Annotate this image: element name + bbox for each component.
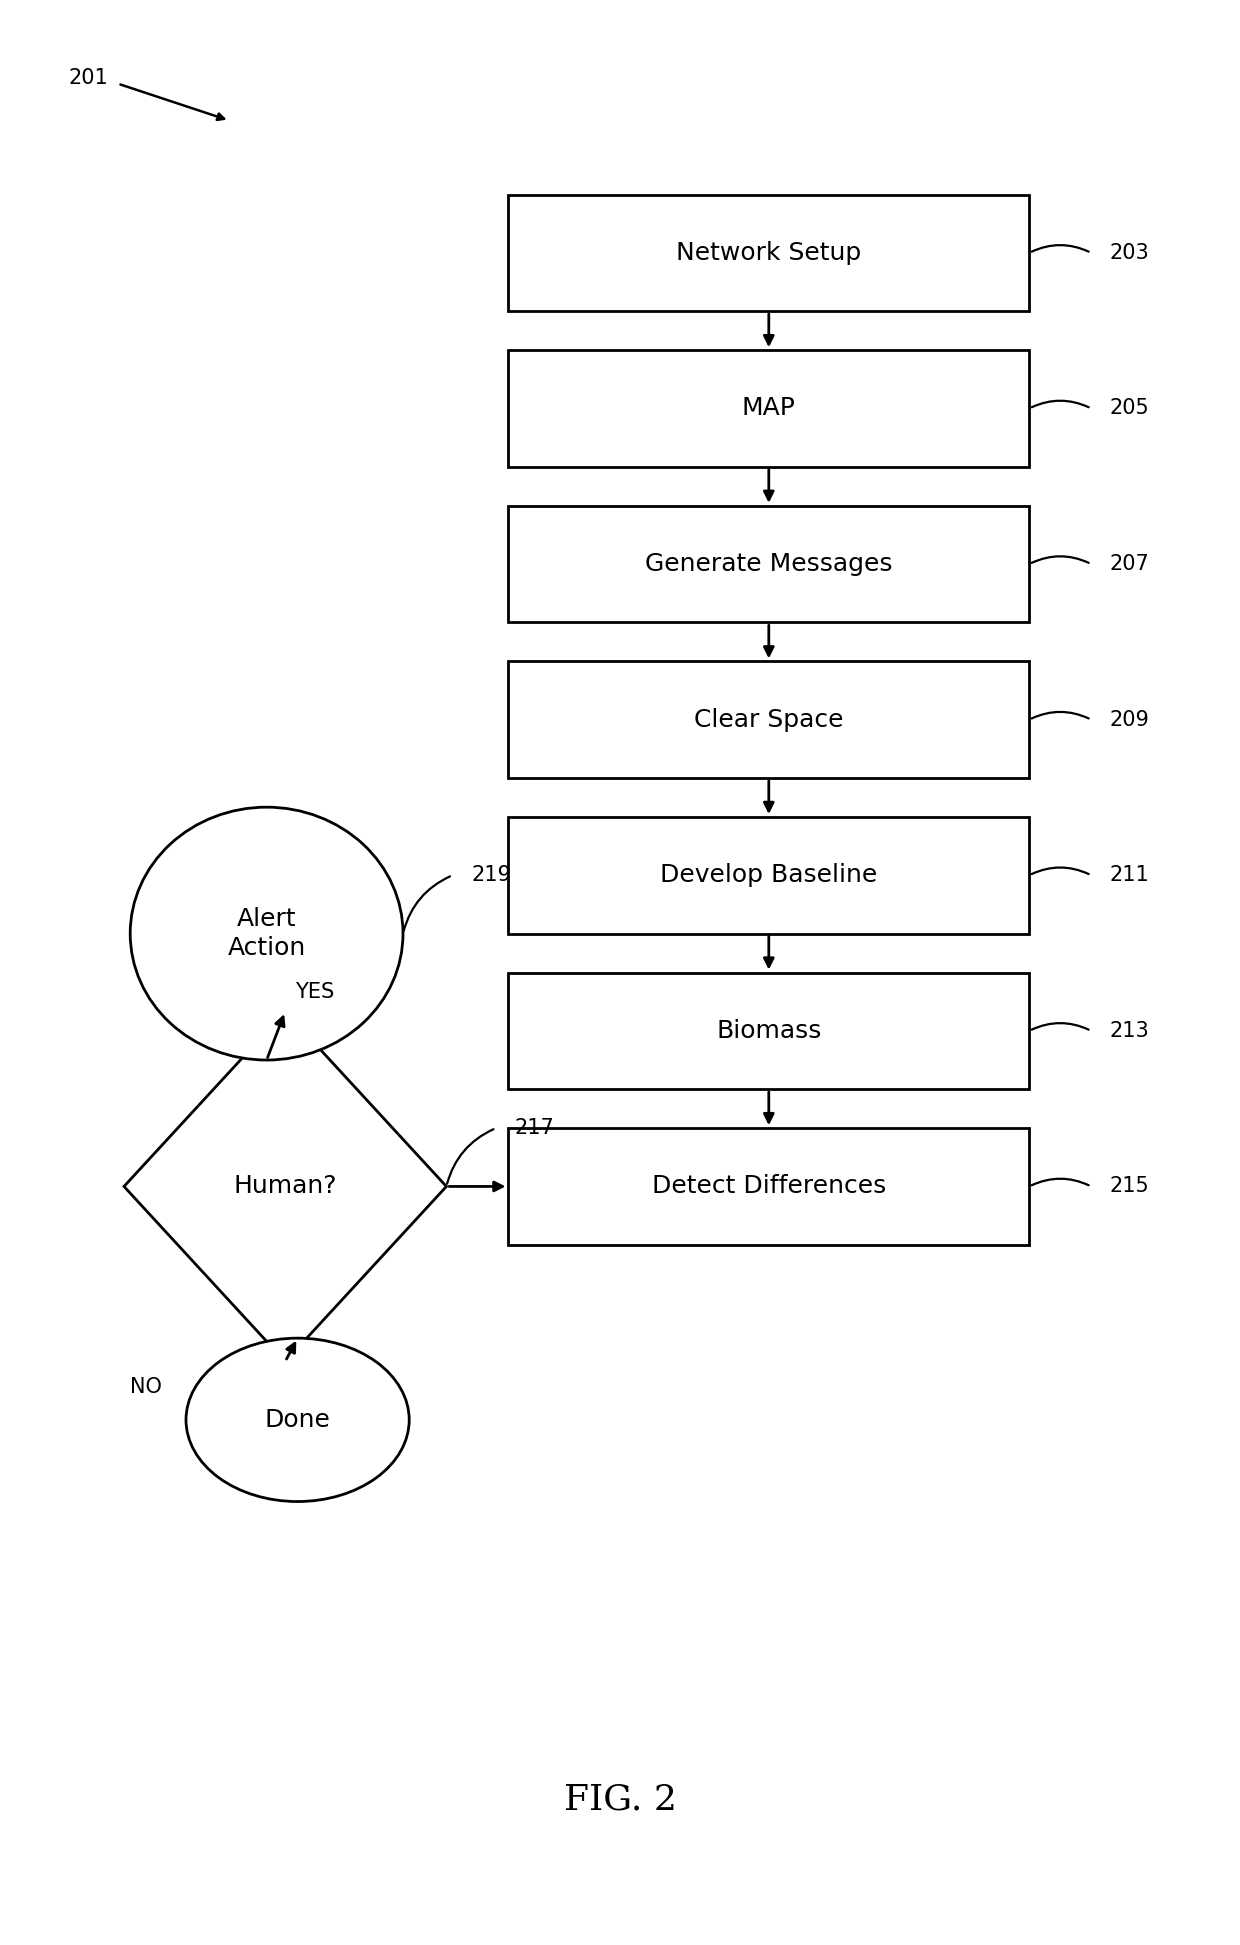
Text: 205: 205: [1110, 399, 1149, 418]
FancyArrowPatch shape: [1032, 556, 1089, 562]
FancyArrowPatch shape: [1032, 712, 1089, 718]
FancyArrowPatch shape: [1032, 1023, 1089, 1029]
Polygon shape: [124, 1011, 446, 1362]
FancyArrowPatch shape: [1032, 867, 1089, 873]
Text: 215: 215: [1110, 1177, 1149, 1196]
Text: Network Setup: Network Setup: [676, 241, 862, 265]
Text: NO: NO: [130, 1377, 162, 1397]
FancyArrowPatch shape: [1032, 401, 1089, 407]
FancyArrowPatch shape: [404, 877, 450, 932]
Text: Biomass: Biomass: [717, 1019, 821, 1043]
Text: 203: 203: [1110, 243, 1149, 263]
FancyArrowPatch shape: [1032, 1179, 1089, 1185]
Bar: [508, 972, 1029, 1089]
Text: Human?: Human?: [233, 1175, 337, 1198]
Text: 219: 219: [471, 866, 511, 885]
Text: Generate Messages: Generate Messages: [645, 552, 893, 576]
FancyArrowPatch shape: [1032, 245, 1089, 251]
Text: FIG. 2: FIG. 2: [563, 1782, 677, 1817]
Bar: [508, 506, 1029, 622]
Bar: [508, 1128, 1029, 1245]
Text: MAP: MAP: [742, 397, 796, 420]
Text: 209: 209: [1110, 710, 1149, 729]
Text: Done: Done: [264, 1408, 331, 1432]
Text: YES: YES: [295, 982, 335, 1002]
Bar: [508, 817, 1029, 934]
Text: Clear Space: Clear Space: [694, 708, 843, 731]
Bar: [508, 661, 1029, 778]
Text: 201: 201: [68, 68, 108, 88]
Text: Develop Baseline: Develop Baseline: [660, 864, 878, 887]
Ellipse shape: [186, 1338, 409, 1502]
Bar: [508, 194, 1029, 311]
Text: 207: 207: [1110, 554, 1149, 574]
Text: 217: 217: [515, 1118, 554, 1138]
Ellipse shape: [130, 807, 403, 1060]
Bar: [508, 350, 1029, 467]
Text: 213: 213: [1110, 1021, 1149, 1041]
Text: Detect Differences: Detect Differences: [652, 1175, 885, 1198]
Text: 211: 211: [1110, 866, 1149, 885]
Text: Alert
Action: Alert Action: [227, 906, 306, 961]
FancyArrowPatch shape: [448, 1130, 494, 1185]
